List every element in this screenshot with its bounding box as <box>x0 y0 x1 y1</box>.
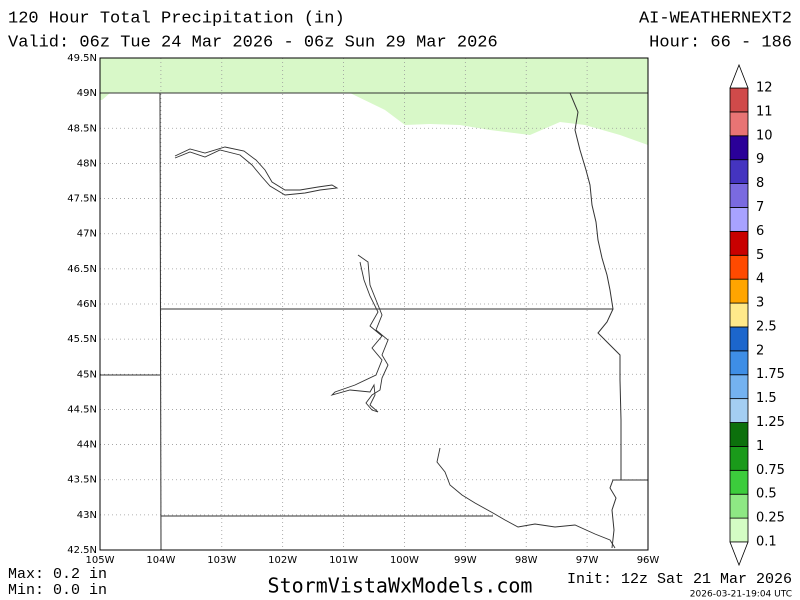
forecast-hour: Hour: 66 - 186 <box>649 33 792 52</box>
colorbar-box <box>729 87 749 113</box>
colorbar-label: 0.75 <box>756 463 785 478</box>
site-name: StormVistaWxModels.com <box>268 574 533 598</box>
colorbar-box <box>729 517 749 543</box>
min-value: Min: 0.0 in <box>8 582 107 599</box>
colorbar-box <box>729 278 749 304</box>
lat-label: 42.5N <box>67 545 97 556</box>
colorbar-label: 1 <box>756 439 764 454</box>
lat-label: 46N <box>77 299 97 310</box>
colorbar-label: 6 <box>756 224 764 239</box>
colorbar-box <box>729 254 749 280</box>
colorbar-box <box>729 350 749 376</box>
colorbar-label: 12 <box>756 81 773 96</box>
colorbar-label: 5 <box>756 248 764 263</box>
precip-area <box>100 58 648 145</box>
colorbar-box <box>729 326 749 352</box>
lat-label: 47.5N <box>67 194 97 205</box>
colorbar-box <box>729 493 749 519</box>
colorbar-label: 3 <box>756 296 764 311</box>
colorbar-label: 1.75 <box>756 367 785 382</box>
title: 120 Hour Total Precipitation (in) <box>8 9 345 28</box>
colorbar-label: 10 <box>756 128 773 143</box>
lon-label: 102W <box>268 555 297 566</box>
lon-label: 101W <box>329 555 358 566</box>
timestamp: 2026-03-21-19:04 UTC <box>690 590 792 600</box>
lat-label: 48N <box>77 158 97 169</box>
lon-label: 99W <box>454 555 477 566</box>
colorbar-box <box>729 446 749 471</box>
colorbar-box <box>729 302 749 328</box>
init-time: Init: 12z Sat 21 Mar 2026 <box>567 571 792 588</box>
map: 49.5N 49N 48.5N 48N 47.5N 47N 46.5N 46N 45.5N 45N… <box>67 53 659 566</box>
lat-label: 43.5N <box>67 475 97 486</box>
colorbar-label: 0.5 <box>756 487 777 502</box>
colorbar-label: 9 <box>756 152 764 167</box>
colorbar-arrow <box>729 541 749 567</box>
axis-labels: 49.5N 49N 48.5N 48N 47.5N 47N 46.5N 46N 45.5N 45N… <box>67 53 659 566</box>
lat-label: 46.5N <box>67 264 97 275</box>
lon-label: 97W <box>576 555 599 566</box>
max-value: Max: 0.2 in <box>8 566 107 583</box>
colorbar-box <box>729 135 749 161</box>
border <box>159 92 162 551</box>
lat-label: 49.5N <box>67 53 97 64</box>
colorbar-label: 0.25 <box>756 511 785 526</box>
colorbar-box <box>729 159 749 184</box>
colorbar-label: 1.5 <box>756 391 777 406</box>
colorbar-box <box>729 374 749 400</box>
lat-label: 48.5N <box>67 123 97 134</box>
lon-label: 96W <box>637 555 660 566</box>
colorbar-box <box>729 183 749 208</box>
lat-label: 44.5N <box>67 404 97 415</box>
lon-label: 100W <box>390 555 419 566</box>
lake <box>330 254 389 413</box>
lat-label: 43N <box>77 510 97 521</box>
colorbar-box <box>729 398 749 423</box>
colorbar-label: 4 <box>756 272 764 287</box>
lon-label: 105W <box>86 555 115 566</box>
colorbar-box <box>729 207 749 232</box>
colorbar: 0.1 0.25 0.5 0.75 1 1.25 1.5 1.75 2 2.5 3 4 5 6 7 8 9 10 1… <box>729 63 785 567</box>
lat-label: 44N <box>77 440 97 451</box>
lon-label: 104W <box>146 555 175 566</box>
river <box>436 447 616 549</box>
colorbar-label: 2.5 <box>756 319 777 334</box>
colorbar-arrow <box>729 63 749 89</box>
colorbar-label: 0.1 <box>756 535 777 550</box>
colorbar-box <box>729 422 749 447</box>
border <box>569 92 622 549</box>
colorbar-label: 8 <box>756 176 764 191</box>
lat-label: 49N <box>77 88 97 99</box>
lat-label: 45.5N <box>67 334 97 345</box>
model-name: AI-WEATHERNEXT2 <box>639 9 792 28</box>
colorbar-label: 1.25 <box>756 415 785 430</box>
colorbar-label: 7 <box>756 200 764 215</box>
lake <box>174 146 339 196</box>
colorbar-label: 11 <box>756 104 773 119</box>
lon-label: 98W <box>515 555 538 566</box>
colorbar-box <box>729 111 749 137</box>
colorbar-label: 2 <box>756 343 764 358</box>
valid-period: Valid: 06z Tue 24 Mar 2026 - 06z Sun 29 … <box>8 33 498 52</box>
colorbar-box <box>729 230 749 256</box>
lat-label: 47N <box>77 229 97 240</box>
map-frame <box>99 57 649 551</box>
colorbar-box <box>729 469 749 495</box>
lat-label: 45N <box>77 369 97 380</box>
lon-label: 103W <box>207 555 236 566</box>
